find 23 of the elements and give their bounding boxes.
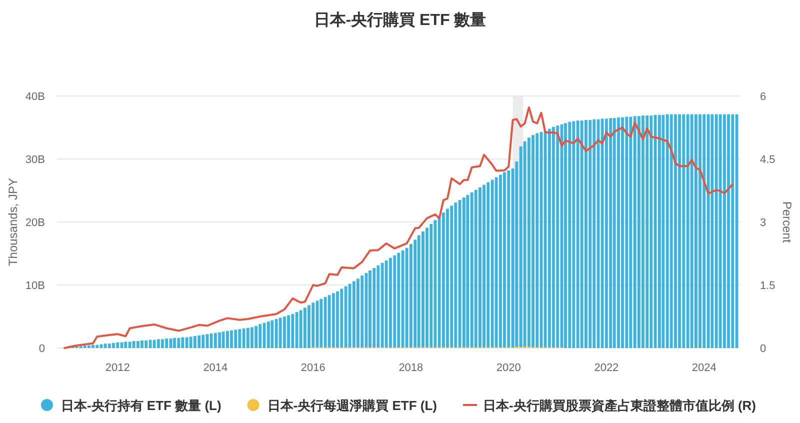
- ylabel: Thousands, JPY: [6, 178, 20, 266]
- xtick: 2024: [692, 362, 716, 374]
- y2tick: 4.5: [760, 154, 776, 166]
- xtick: 2018: [398, 362, 424, 374]
- y2tick: 3: [760, 217, 766, 229]
- legend-label: 日本-央行持有 ETF 數量 (L): [60, 398, 222, 413]
- ytick: 40B: [25, 91, 45, 103]
- xtick: 2020: [496, 362, 521, 374]
- xtick: 2022: [594, 362, 619, 374]
- ytick: 20B: [25, 217, 45, 229]
- xtick: 2012: [105, 362, 130, 374]
- y2tick: 6: [760, 91, 766, 103]
- y2tick: 1.5: [760, 280, 776, 292]
- y2label: Percent: [780, 201, 794, 243]
- ytick: 30B: [25, 154, 45, 166]
- xtick: 2016: [300, 362, 326, 374]
- ytick: 0: [38, 343, 45, 355]
- legend-label: 日本-央行購買股票資產占東證整體市值比例 (R): [483, 398, 756, 413]
- ytick: 10B: [25, 280, 45, 292]
- y2tick: 0: [760, 343, 766, 355]
- legend-label: 日本-央行每週淨購買 ETF (L): [267, 398, 438, 413]
- title: 日本-央行購買 ETF 數量: [314, 12, 486, 29]
- xtick: 2014: [203, 362, 228, 374]
